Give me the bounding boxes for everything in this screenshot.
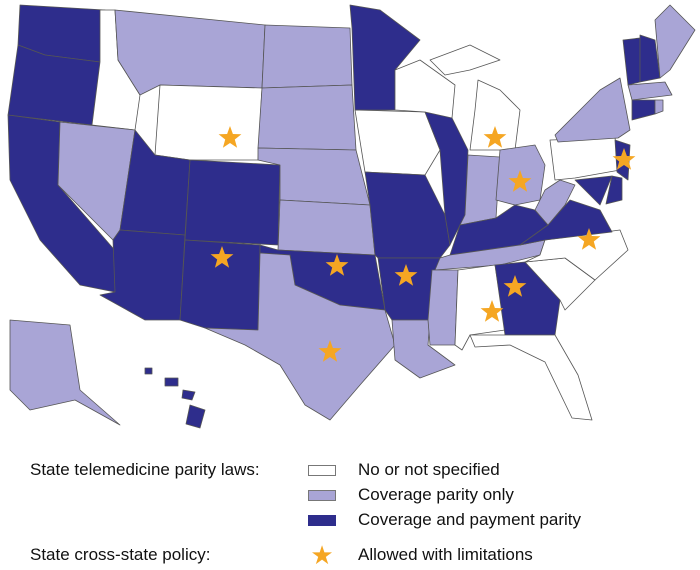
state-shape xyxy=(524,229,629,281)
star-icon-ar xyxy=(394,264,418,286)
state-shape xyxy=(549,137,621,181)
legend-label: Coverage and payment parity xyxy=(358,510,582,529)
state-sd xyxy=(257,84,357,151)
state-shape xyxy=(354,109,441,176)
state-vt xyxy=(622,37,641,86)
star-icon-ga xyxy=(503,275,527,297)
state-ct xyxy=(631,99,656,121)
state-shape xyxy=(469,334,593,421)
state-shape xyxy=(654,4,696,79)
state-shape xyxy=(627,81,673,101)
star-icon-al xyxy=(480,300,504,322)
swatch-coverage-payment xyxy=(308,514,336,526)
state-ga xyxy=(494,261,561,336)
swatch-coverage xyxy=(308,489,336,501)
state-shape xyxy=(154,84,263,161)
state-shape xyxy=(9,319,121,426)
cross-state-legend-title: State cross-state policy: xyxy=(30,545,211,564)
state-nd xyxy=(261,24,353,89)
legend-label: Allowed with limitations xyxy=(358,545,533,564)
legend-item-star: ★ Allowed with limitations xyxy=(308,540,533,570)
legend-item-none: No or not specified xyxy=(308,459,500,481)
state-shape xyxy=(114,9,266,96)
state-shape xyxy=(494,261,561,336)
legend-item-coverage: Coverage parity only xyxy=(308,484,514,506)
state-de xyxy=(605,175,623,205)
state-shape xyxy=(574,175,613,206)
state-shape xyxy=(622,37,641,86)
parity-legend-title: State telemedicine parity laws: xyxy=(30,460,260,479)
star-icon-oh xyxy=(508,170,532,192)
state-fl xyxy=(469,334,593,421)
state-me xyxy=(654,4,696,79)
us-states-map xyxy=(7,4,696,429)
star-icon-tx xyxy=(318,340,342,362)
state-shape xyxy=(424,111,469,246)
state-ak xyxy=(9,319,121,426)
state-shape xyxy=(184,159,281,246)
state-ms xyxy=(427,269,459,346)
star-icon-nc xyxy=(577,228,601,250)
star-icon: ★ xyxy=(310,540,334,570)
state-tx xyxy=(204,252,396,421)
state-shape xyxy=(534,179,576,226)
state-ks xyxy=(277,199,376,256)
state-shape xyxy=(631,99,656,121)
state-shape xyxy=(257,84,357,151)
state-wv xyxy=(534,179,576,226)
legend-item-coverage-payment: Coverage and payment parity xyxy=(308,509,581,531)
legend-label: Coverage parity only xyxy=(358,485,514,504)
state-shape xyxy=(427,269,459,346)
state-shape xyxy=(364,171,451,259)
state-nc xyxy=(524,229,629,281)
state-shape xyxy=(654,99,664,115)
state-ma xyxy=(627,81,673,101)
state-mt xyxy=(114,9,266,96)
state-pa xyxy=(549,137,621,181)
state-shape xyxy=(554,77,631,143)
state-ia xyxy=(354,109,441,176)
state-shape xyxy=(181,389,196,401)
state-shape xyxy=(261,24,353,89)
state-hi xyxy=(144,367,206,429)
state-md xyxy=(574,175,613,206)
state-shape xyxy=(164,377,179,387)
state-shape xyxy=(605,175,623,205)
state-mo xyxy=(364,171,451,259)
swatch-none xyxy=(308,464,336,476)
state-wy xyxy=(154,84,263,161)
star-icon-nj xyxy=(612,148,636,170)
star-icon-nm xyxy=(210,246,234,268)
star-icon-mi xyxy=(483,126,507,148)
state-shape xyxy=(144,367,153,375)
state-shape xyxy=(429,44,501,76)
legend-label: No or not specified xyxy=(358,460,500,479)
state-ri xyxy=(654,99,664,115)
state-shape xyxy=(204,252,396,421)
state-shape xyxy=(277,199,376,256)
state-ny xyxy=(554,77,631,143)
star-icon-ok xyxy=(325,254,349,276)
state-il xyxy=(424,111,469,246)
state-co xyxy=(184,159,281,246)
star-icon-wy xyxy=(218,126,242,148)
state-shape xyxy=(185,404,206,429)
